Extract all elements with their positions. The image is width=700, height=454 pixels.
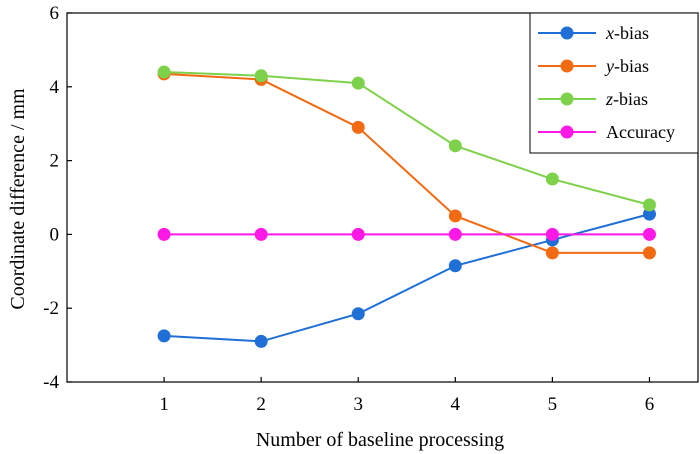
plot-layer <box>157 65 656 348</box>
point-z-bias <box>545 172 559 186</box>
x-tick-label: 6 <box>645 394 655 415</box>
point-accuracy <box>545 227 559 241</box>
y-axis-title: Coordinate difference / mm <box>7 88 29 310</box>
point-accuracy <box>254 227 268 241</box>
point-z-bias <box>351 76 365 90</box>
point-x-bias <box>448 259 462 273</box>
legend-marker-accuracy <box>560 125 574 139</box>
x-tick-label: 5 <box>548 394 558 415</box>
point-z-bias <box>642 198 656 212</box>
series-line-x-bias <box>164 213 650 343</box>
x-tick-label: 1 <box>159 394 169 415</box>
point-z-bias <box>448 139 462 153</box>
legend-label-accuracy: Accuracy <box>606 122 675 142</box>
y-tick-label: -2 <box>43 298 59 319</box>
legend-label-z-bias: z-bias <box>605 89 648 109</box>
x-tick-label: 2 <box>256 394 266 415</box>
y-tick-label: 4 <box>50 77 60 98</box>
point-x-bias <box>157 329 171 343</box>
point-y-bias <box>545 246 559 260</box>
series-line-z-bias <box>164 71 650 206</box>
y-tick-label: -4 <box>43 372 59 393</box>
series-line-y-bias <box>164 72 650 254</box>
x-axis-title: Number of baseline processing <box>256 429 504 451</box>
point-y-bias <box>642 246 656 260</box>
legend-label-y-bias: y-bias <box>604 56 649 76</box>
point-x-bias <box>351 307 365 321</box>
x-tick-label: 4 <box>451 394 461 415</box>
legend-marker-y-bias <box>560 59 574 73</box>
point-accuracy <box>448 227 462 241</box>
y-tick-label: 2 <box>50 151 60 172</box>
legend: x-bias y-bias z-bias Accuracy <box>529 12 699 154</box>
point-y-bias <box>448 209 462 223</box>
legend-marker-z-bias <box>560 92 574 106</box>
axes-layer: -4 -2 0 2 4 6 1 2 3 4 5 6 <box>43 3 699 415</box>
legend-box <box>529 12 699 154</box>
legend-marker-x-bias <box>560 26 574 40</box>
plot-frame <box>66 12 699 383</box>
point-x-bias <box>254 334 268 348</box>
legend-label-x-bias: x-bias <box>605 23 649 43</box>
y-tick-label: 0 <box>50 224 60 245</box>
point-accuracy <box>157 227 171 241</box>
point-accuracy <box>642 227 656 241</box>
point-z-bias <box>254 69 268 83</box>
point-accuracy <box>351 227 365 241</box>
y-tick-label: 6 <box>50 3 60 24</box>
point-x-bias <box>642 207 656 221</box>
point-z-bias <box>157 65 171 79</box>
x-tick-label: 3 <box>353 394 363 415</box>
point-y-bias <box>351 120 365 134</box>
